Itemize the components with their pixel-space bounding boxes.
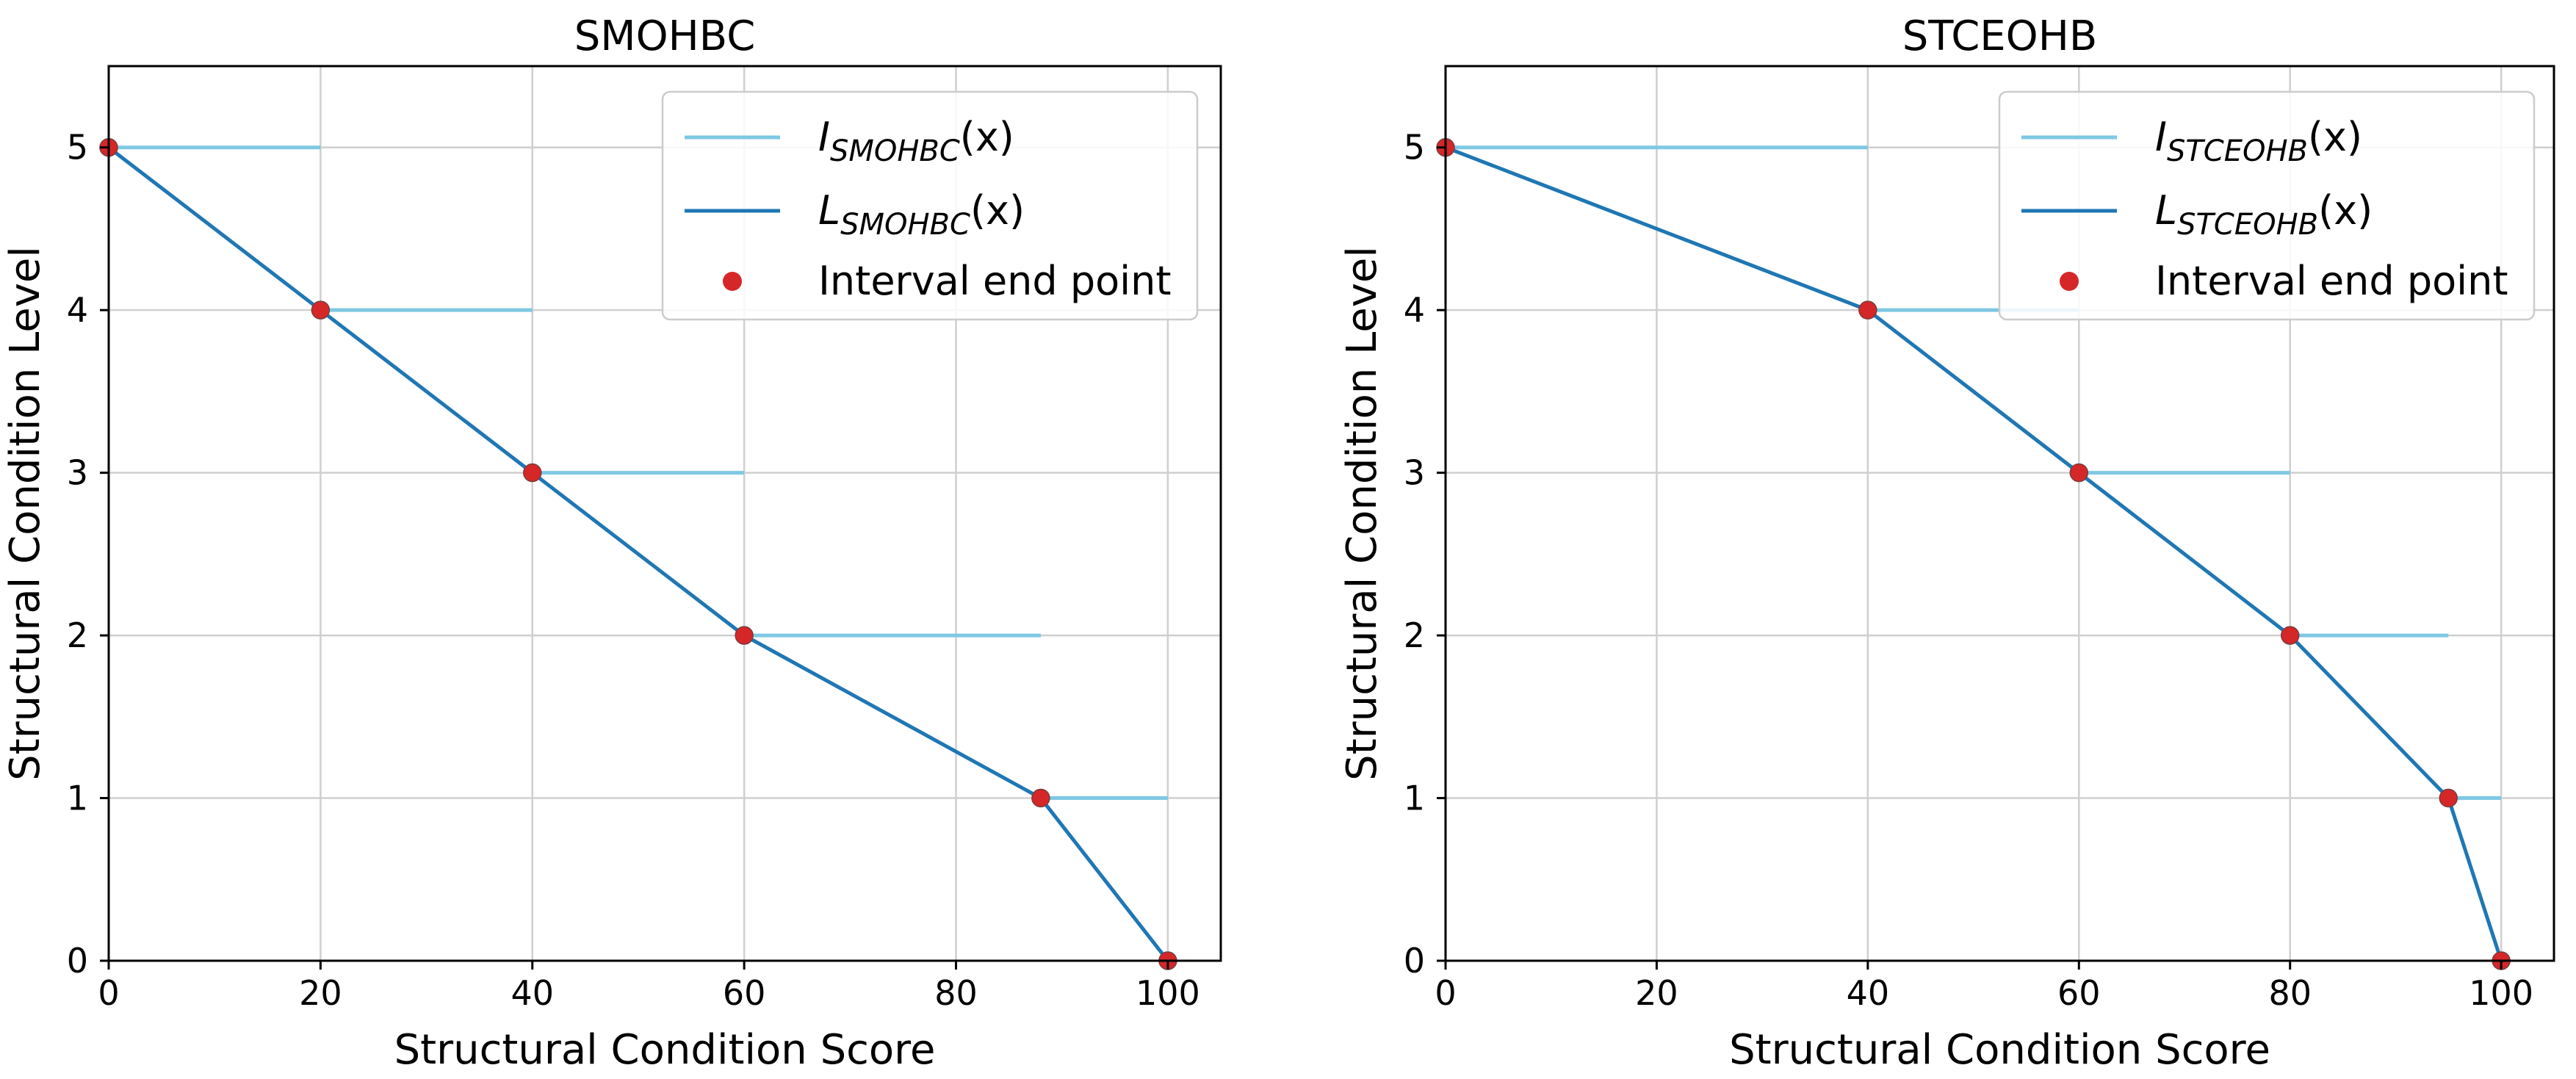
- legend-level-label: LSTCEOHB(x): [2155, 187, 2373, 242]
- legend-level-symbol: L: [818, 187, 840, 234]
- x-tick-label: 20: [1635, 973, 1678, 1013]
- y-tick-label: 2: [67, 616, 88, 655]
- x-tick-label: 40: [510, 973, 554, 1013]
- x-tick-label: 0: [1435, 973, 1456, 1013]
- legend-interval-suffix: (x): [960, 114, 1014, 160]
- x-tick-label: 80: [2268, 973, 2312, 1013]
- y-axis-label: Structural Condition Level: [1, 246, 49, 781]
- interval-end-point: [311, 300, 331, 320]
- legend-interval-label: ISTCEOHB(x): [2155, 114, 2362, 168]
- interval-end-point: [2439, 788, 2458, 808]
- y-tick-label: 2: [1404, 616, 1425, 655]
- x-tick-label: 40: [1847, 973, 1890, 1013]
- legend-interval-symbol: I: [818, 114, 830, 160]
- level-line: [107, 145, 1169, 962]
- y-tick-label: 4: [67, 290, 88, 330]
- y-tick-label: 0: [1404, 941, 1425, 981]
- legend-interval-label: ISMOHBC(x): [818, 114, 1014, 168]
- legend-frame: [1998, 90, 2536, 321]
- legend-interval-subscript: SMOHBC: [830, 134, 960, 168]
- legend-interval-symbol: I: [2155, 114, 2167, 160]
- legend-interval-suffix: (x): [2308, 114, 2362, 160]
- interval-end-point: [2280, 626, 2300, 645]
- y-tick-label: 1: [67, 779, 88, 818]
- x-tick-label: 60: [723, 973, 766, 1013]
- y-tick-label: 3: [1404, 453, 1425, 493]
- y-tick-label: 4: [1404, 290, 1425, 330]
- x-tick-label: 80: [934, 973, 978, 1013]
- y-axis-label: Structural Condition Level: [1338, 246, 1386, 781]
- chart-title: SMOHBC: [574, 12, 756, 60]
- legend-point-swatch: [2060, 272, 2079, 291]
- legend-point-label: Interval end point: [818, 258, 1172, 304]
- x-tick-label: 60: [2057, 973, 2101, 1013]
- y-tick-label: 3: [67, 453, 88, 493]
- legend-point-swatch: [723, 272, 742, 291]
- x-tick-label: 100: [1136, 973, 1200, 1013]
- x-tick-label: 0: [98, 973, 119, 1013]
- x-axis-label: Structural Condition Score: [1729, 1026, 2270, 1074]
- y-tick-label: 1: [1404, 779, 1425, 818]
- legend-level-suffix: (x): [2318, 187, 2373, 234]
- legend-point-label: Interval end point: [2155, 258, 2508, 304]
- chart-panel-stceohb: 0 20 40 60 80 100 0 1 2 3 4 5 STCEOHB Structural Cond…: [1338, 12, 2555, 1074]
- interval-end-point: [1858, 300, 1877, 320]
- legend-level-symbol: L: [2155, 187, 2177, 234]
- legend: ISMOHBC(x)LSMOHBC(x)Interval end point: [661, 90, 1199, 321]
- y-tick-label: 5: [67, 128, 88, 167]
- chart-title: STCEOHB: [1902, 12, 2098, 60]
- axes-frame: [107, 65, 1222, 962]
- legend-level-suffix: (x): [970, 187, 1025, 234]
- chart-panel-smohbc: 0 20 40 60 80 100 0 1 2 3 4 5 SMOHBC Structural Condi…: [1, 12, 1222, 1074]
- axes-frame: [1444, 65, 2555, 962]
- level-line: [1445, 145, 2503, 961]
- interval-end-point: [735, 626, 754, 645]
- legend-level-subscript: STCEOHB: [2177, 208, 2318, 242]
- legend-level-label: LSMOHBC(x): [818, 187, 1025, 242]
- interval-end-point: [2069, 463, 2089, 483]
- x-tick-label: 100: [2469, 973, 2533, 1013]
- x-tick-label: 20: [299, 973, 342, 1013]
- legend-interval-subscript: STCEOHB: [2167, 134, 2308, 168]
- interval-end-point: [1031, 788, 1050, 808]
- legend: ISTCEOHB(x)LSTCEOHB(x)Interval end point: [1998, 90, 2536, 321]
- legend-frame: [661, 90, 1199, 321]
- interval-end-point: [523, 463, 542, 483]
- x-axis-label: Structural Condition Score: [394, 1026, 936, 1074]
- y-tick-label: 0: [67, 941, 88, 981]
- y-tick-label: 5: [1404, 128, 1425, 167]
- legend-level-subscript: SMOHBC: [840, 208, 970, 242]
